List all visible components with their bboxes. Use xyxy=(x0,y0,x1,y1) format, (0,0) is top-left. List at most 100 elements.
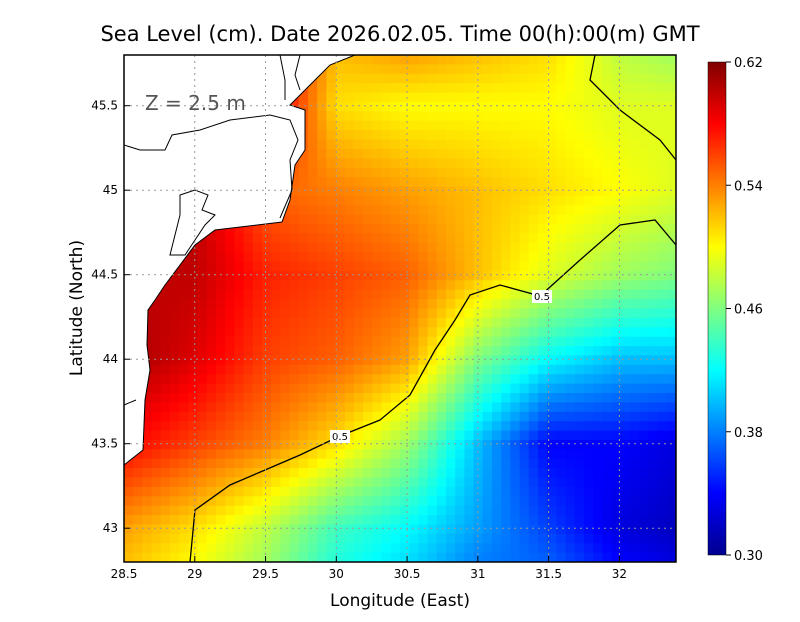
heat-cell xyxy=(252,458,263,469)
heat-cell xyxy=(216,524,226,535)
heat-cell xyxy=(390,364,401,375)
heat-cell xyxy=(630,148,640,159)
heat-cell xyxy=(528,402,539,413)
heat-cell xyxy=(482,92,493,103)
heat-cell xyxy=(574,111,585,122)
heat-cell xyxy=(418,92,429,103)
heat-cell xyxy=(574,158,585,169)
heat-cell xyxy=(133,496,143,507)
heat-cell xyxy=(620,449,631,460)
heat-cell xyxy=(344,515,355,526)
heat-cell xyxy=(657,486,668,497)
heat-cell xyxy=(657,92,668,103)
heat-cell xyxy=(620,130,631,141)
heat-cell xyxy=(354,92,364,103)
heat-cell xyxy=(151,486,162,497)
heat-cell xyxy=(602,130,613,141)
heat-cell xyxy=(400,158,410,169)
heat-cell xyxy=(519,289,530,300)
heat-cell xyxy=(639,158,649,169)
heat-cell xyxy=(188,270,199,281)
heat-cell xyxy=(243,355,254,366)
heat-cell xyxy=(308,92,318,103)
heat-cell xyxy=(510,346,521,357)
heat-cell xyxy=(657,158,668,169)
heat-cell xyxy=(409,430,419,441)
heat-cell xyxy=(317,92,327,103)
heat-cell xyxy=(317,242,327,253)
heat-cell xyxy=(528,92,539,103)
heat-cell xyxy=(317,120,327,131)
heat-cell xyxy=(574,195,585,206)
heat-cell xyxy=(372,120,383,131)
heat-cell xyxy=(409,224,419,234)
heat-cell xyxy=(538,336,548,347)
heat-cell xyxy=(170,346,180,357)
heat-cell xyxy=(611,270,622,281)
heat-cell xyxy=(390,393,401,403)
heat-cell xyxy=(225,374,235,385)
heat-cell xyxy=(372,355,383,366)
heat-cell xyxy=(418,177,429,188)
heat-cell xyxy=(363,458,373,469)
heat-cell xyxy=(611,92,622,103)
heat-cell xyxy=(473,158,484,169)
heat-cell xyxy=(565,430,576,441)
heat-cell xyxy=(317,73,327,84)
heat-cell xyxy=(630,533,640,544)
heat-cell xyxy=(298,515,309,526)
heat-cell xyxy=(298,383,309,394)
heat-cell xyxy=(584,64,594,75)
heat-cell xyxy=(298,533,309,544)
heat-cell xyxy=(611,458,622,469)
heat-cell xyxy=(464,505,475,516)
heat-cell xyxy=(206,402,217,413)
heat-cell xyxy=(620,73,631,84)
heat-cell xyxy=(390,280,401,291)
heat-cell xyxy=(639,289,649,300)
heat-cell xyxy=(372,195,383,206)
heat-cell xyxy=(630,130,640,141)
heat-cell xyxy=(179,280,189,291)
heat-cell xyxy=(409,158,419,169)
heat-cell xyxy=(372,299,383,310)
heat-cell xyxy=(565,130,576,141)
heat-cell xyxy=(666,477,676,488)
heat-cell xyxy=(482,439,493,450)
heat-cell xyxy=(446,55,456,65)
heat-cell xyxy=(400,167,410,178)
heat-cell xyxy=(519,477,530,488)
heat-cell xyxy=(482,515,493,526)
heat-cell xyxy=(492,374,502,385)
heat-cell xyxy=(234,242,245,253)
heat-cell xyxy=(344,374,355,385)
heat-cell xyxy=(464,411,475,422)
heat-cell xyxy=(455,477,465,488)
heat-cell xyxy=(280,383,291,394)
heat-cell xyxy=(657,205,668,216)
heat-cell xyxy=(602,261,613,272)
heat-cell xyxy=(308,552,318,562)
heat-cell xyxy=(427,252,438,263)
heat-cell xyxy=(216,430,226,441)
heat-cell xyxy=(188,533,199,544)
heat-cell xyxy=(464,252,475,263)
heat-cell xyxy=(565,543,576,554)
heat-cell xyxy=(538,411,548,422)
heat-cell xyxy=(317,430,327,441)
heat-cell xyxy=(289,252,300,263)
heat-cell xyxy=(326,83,337,94)
heat-cell xyxy=(179,496,189,507)
heat-cell xyxy=(501,346,511,357)
heat-cell xyxy=(528,327,539,338)
heat-cell xyxy=(427,552,438,562)
heat-cell xyxy=(271,505,281,516)
heat-cell xyxy=(547,177,557,188)
heat-cell xyxy=(510,92,521,103)
heat-cell xyxy=(289,224,300,234)
heat-cell xyxy=(197,543,208,554)
heat-cell xyxy=(639,552,649,562)
heat-cell xyxy=(556,64,567,75)
heat-cell xyxy=(317,252,327,263)
heat-cell xyxy=(584,411,594,422)
